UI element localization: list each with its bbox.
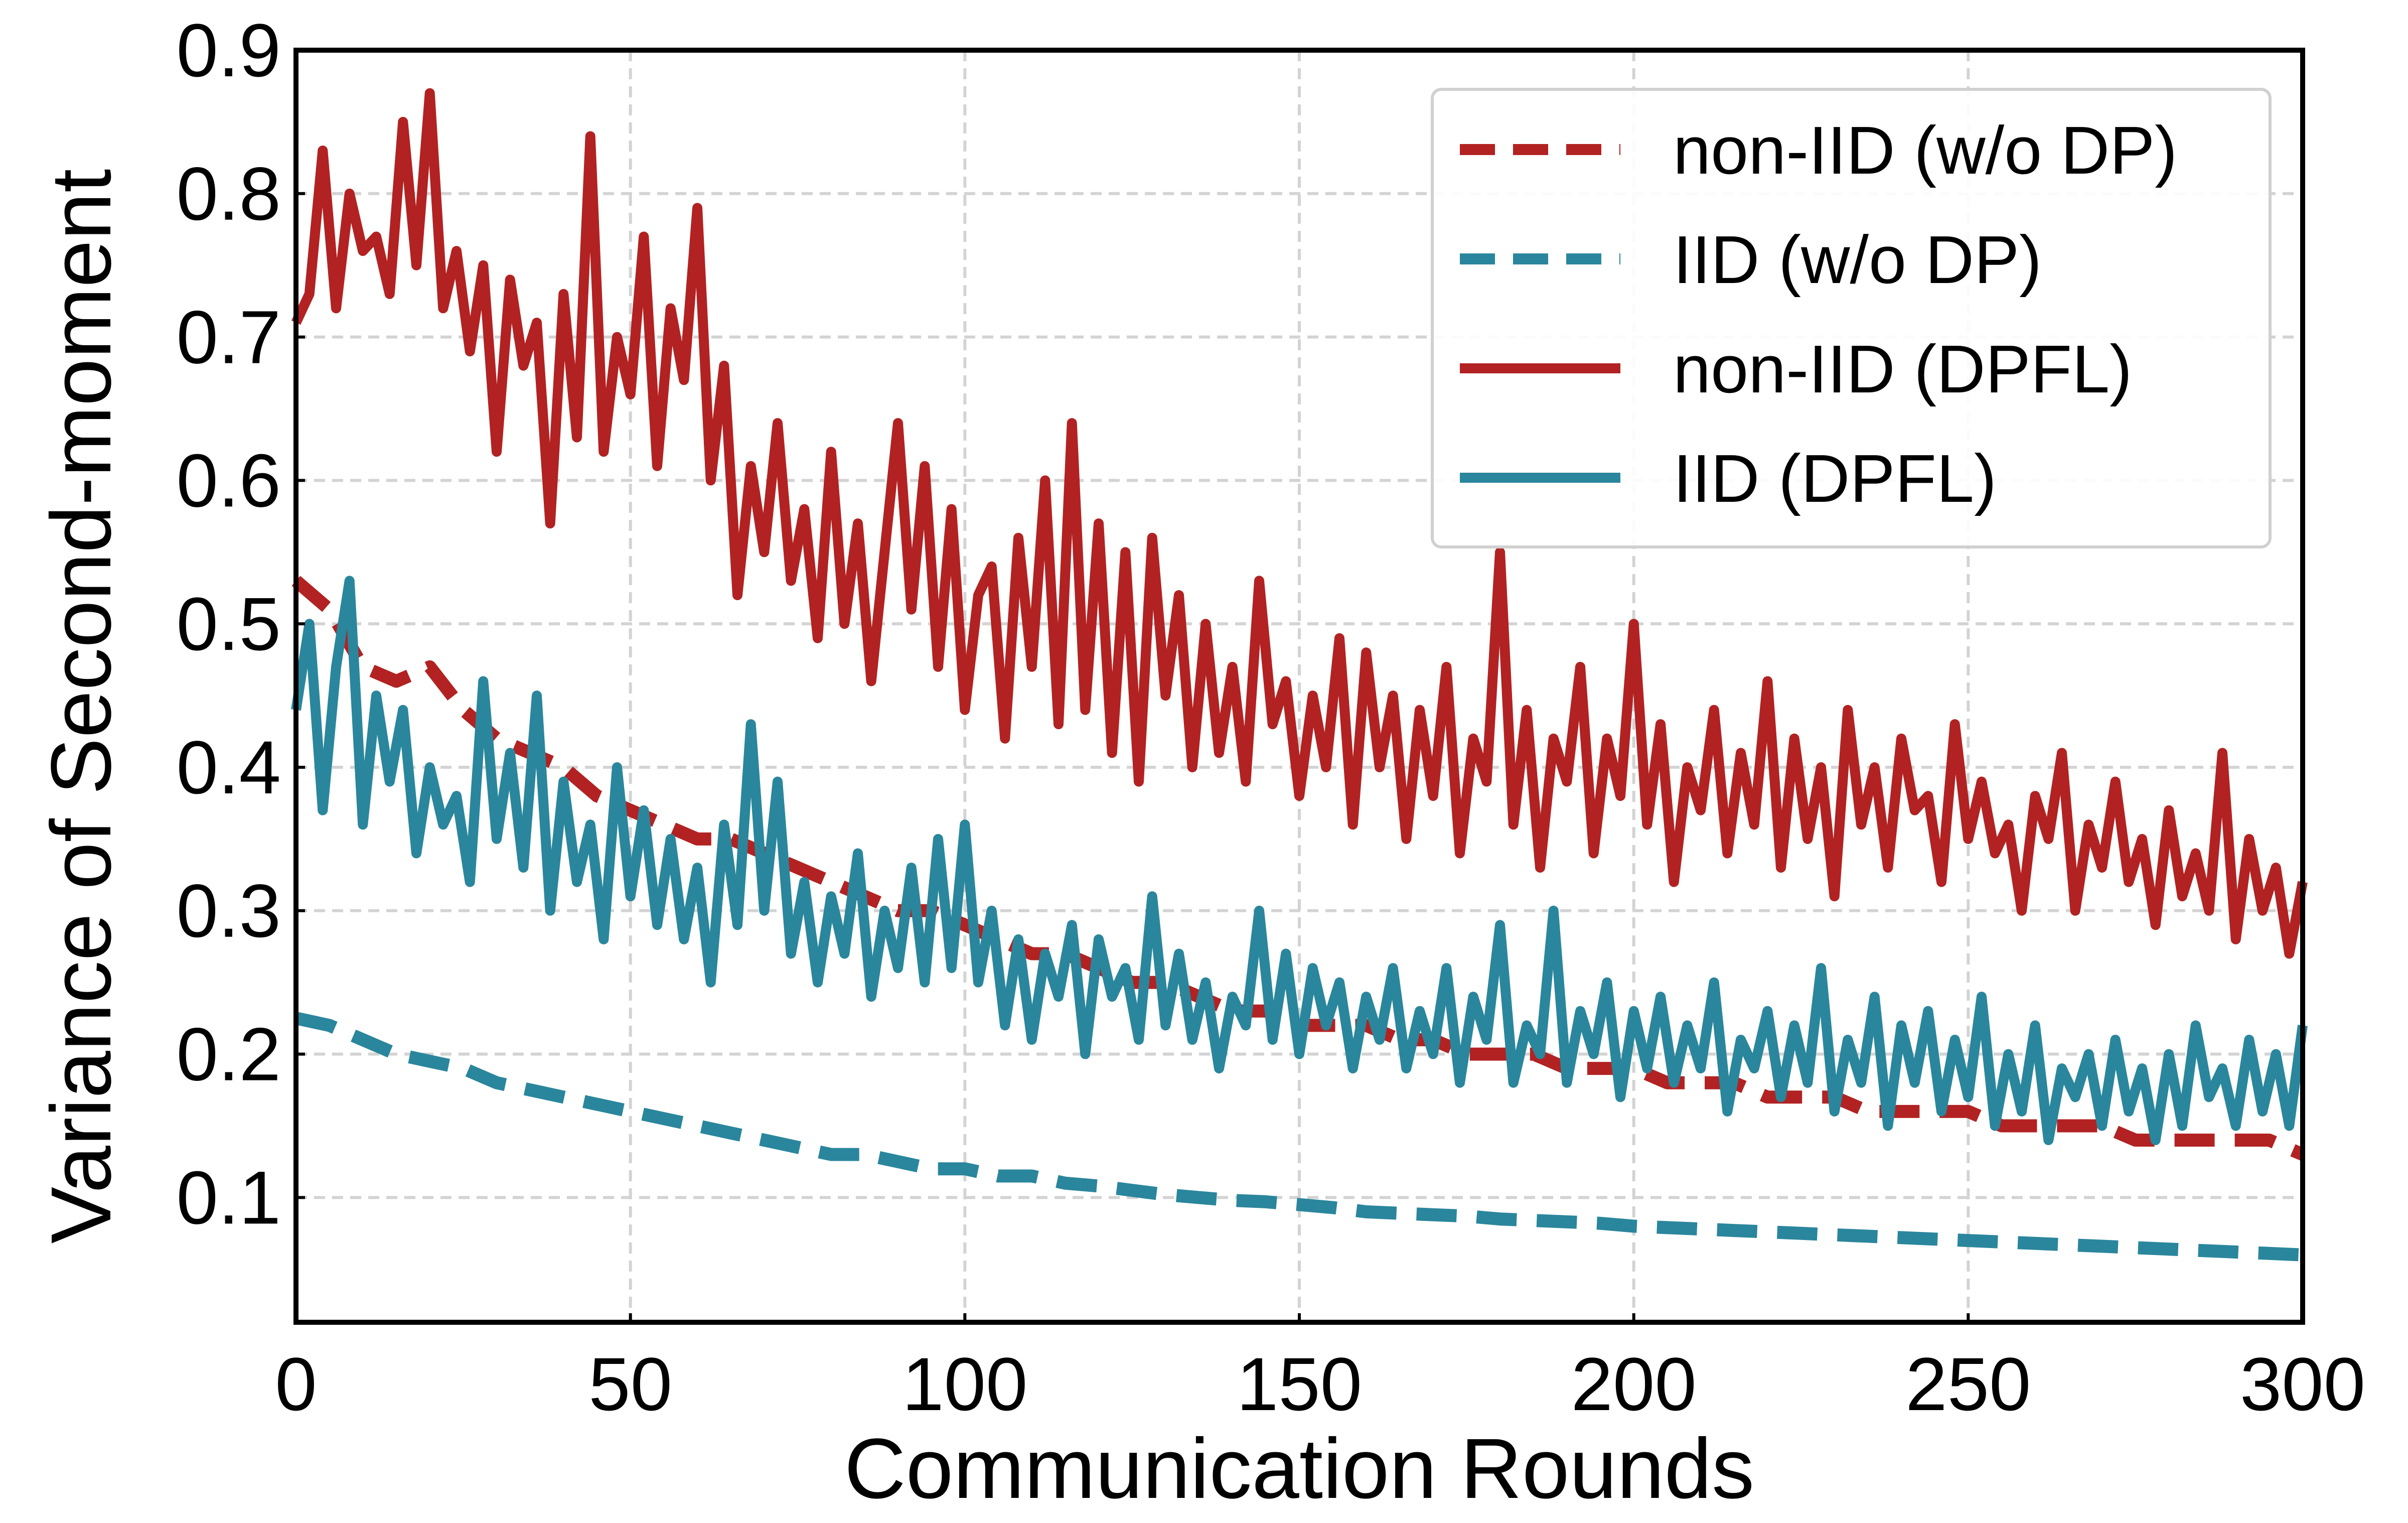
y-tick-label-2: 0.3: [176, 869, 281, 953]
y-axis-title: Variance of Second-moment: [34, 169, 129, 1244]
x-axis-title: Communication Rounds: [844, 1421, 1754, 1516]
y-tick-label-3: 0.4: [176, 725, 281, 809]
y-tick-label-6: 0.7: [176, 295, 281, 379]
series-group: [291, 88, 2308, 1262]
series-line-iid-dpfl: [291, 576, 2308, 1145]
legend-label-3: IID (DPFL): [1673, 441, 1997, 516]
x-tick-label-6: 300: [2240, 1342, 2365, 1426]
x-tick-label-5: 250: [1905, 1342, 2031, 1426]
x-axis-ticks: 0 50 100 150 200 250 300: [275, 1313, 2365, 1426]
y-tick-label-8: 0.9: [176, 8, 281, 92]
legend-label-1: IID (w/o DP): [1673, 222, 2042, 298]
x-tick-label-0: 0: [275, 1342, 317, 1426]
series-line-iid-w-o-dp: [294, 1012, 2303, 1262]
legend-label-2: non-IID (DPFL): [1673, 331, 2132, 407]
y-tick-label-0: 0.1: [176, 1155, 281, 1239]
y-tick-label-1: 0.2: [176, 1012, 281, 1096]
y-tick-label-5: 0.6: [176, 438, 281, 522]
x-tick-label-4: 200: [1571, 1342, 1697, 1426]
y-tick-label-7: 0.8: [176, 152, 281, 236]
y-axis-ticks: 0.1 0.2 0.3 0.4 0.5 0.6 0.7 0.8 0.9: [176, 8, 305, 1239]
series-line-non-iid-dpfl: [291, 88, 2308, 959]
x-tick-label-3: 150: [1237, 1342, 1362, 1426]
legend-box: [1431, 88, 2272, 548]
x-tick-label-2: 100: [902, 1342, 1027, 1426]
x-tick-label-1: 50: [588, 1342, 672, 1426]
legend-label-0: non-IID (w/o DP): [1673, 112, 2177, 188]
y-tick-label-4: 0.5: [176, 582, 281, 666]
legend: non-IID (w/o DP) IID (w/o DP) non-IID (DPF…: [1431, 88, 2272, 548]
